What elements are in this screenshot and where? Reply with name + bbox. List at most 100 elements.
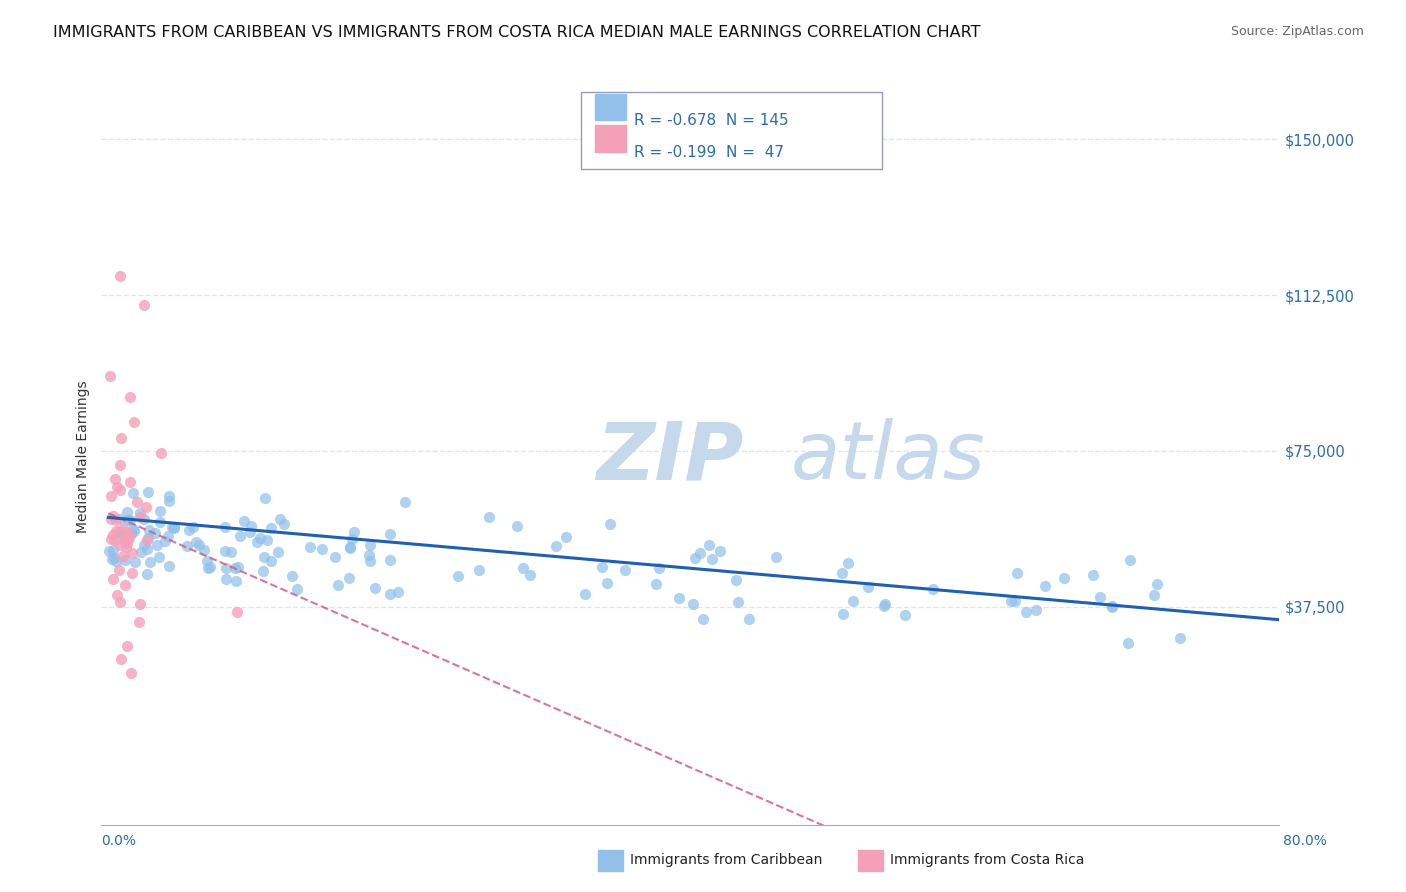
Point <box>342 532 364 546</box>
Point <box>136 531 159 545</box>
Point <box>108 538 131 552</box>
Point <box>225 605 247 619</box>
Point <box>519 568 541 582</box>
Point <box>298 540 321 554</box>
Point <box>108 269 131 284</box>
Point <box>132 298 155 312</box>
Point <box>186 535 208 549</box>
Point <box>128 506 150 520</box>
Text: atlas: atlas <box>790 418 986 496</box>
Point <box>683 551 706 566</box>
Point <box>108 524 131 538</box>
Point <box>162 520 184 534</box>
Point <box>273 516 295 531</box>
Point <box>467 563 489 577</box>
Point <box>136 567 159 582</box>
Point <box>596 575 619 590</box>
Point <box>118 531 141 545</box>
Point <box>156 529 179 543</box>
Text: Source: ZipAtlas.com: Source: ZipAtlas.com <box>1230 25 1364 38</box>
Point <box>1081 567 1104 582</box>
Point <box>135 500 157 514</box>
Point <box>254 491 277 505</box>
Text: ZIP: ZIP <box>596 418 744 496</box>
Point <box>135 541 157 556</box>
Point <box>1025 603 1047 617</box>
Point <box>326 578 349 592</box>
Point <box>143 525 166 540</box>
Point <box>121 546 143 560</box>
Point <box>160 520 183 534</box>
Point <box>100 489 122 503</box>
Point <box>219 545 242 559</box>
Point <box>343 524 366 539</box>
Point <box>858 580 880 594</box>
Point <box>224 561 246 575</box>
Point <box>260 554 283 568</box>
Point <box>138 524 160 538</box>
Point <box>599 517 621 532</box>
Point <box>215 572 238 586</box>
Point <box>387 585 409 599</box>
Point <box>1116 636 1139 650</box>
Point <box>285 582 308 596</box>
Point <box>157 559 180 574</box>
Point <box>117 506 139 520</box>
Point <box>359 538 381 552</box>
Point <box>148 549 170 564</box>
Point <box>554 530 576 544</box>
Point <box>267 545 290 559</box>
Point <box>323 549 346 564</box>
Point <box>150 446 173 460</box>
Point <box>256 533 278 548</box>
Point <box>1000 594 1022 608</box>
Point <box>101 572 124 586</box>
Point <box>339 541 361 556</box>
Point <box>108 595 131 609</box>
Point <box>157 489 180 503</box>
Point <box>115 524 138 539</box>
Point <box>591 560 613 574</box>
Point <box>104 472 127 486</box>
Point <box>131 544 153 558</box>
Point <box>105 524 128 538</box>
Point <box>1146 577 1168 591</box>
Point <box>921 582 943 596</box>
Point <box>163 520 186 534</box>
Point <box>648 561 671 575</box>
Point <box>155 533 177 548</box>
Point <box>108 483 131 497</box>
Point <box>138 555 160 569</box>
Point <box>114 578 136 592</box>
Point <box>737 612 759 626</box>
Point <box>893 608 915 623</box>
Point <box>124 415 146 429</box>
Point <box>115 530 138 544</box>
Point <box>105 588 128 602</box>
Point <box>1168 631 1191 645</box>
Point <box>1004 593 1026 607</box>
Point <box>124 556 146 570</box>
Y-axis label: Median Male Earnings: Median Male Earnings <box>76 381 90 533</box>
Point <box>727 594 749 608</box>
Point <box>1015 605 1038 619</box>
Point <box>132 512 155 526</box>
Point <box>108 458 131 473</box>
Point <box>104 533 127 547</box>
Point <box>125 494 148 508</box>
Point <box>177 524 200 538</box>
Point <box>120 526 142 541</box>
Point <box>249 531 271 545</box>
Point <box>118 513 141 527</box>
Point <box>281 568 304 582</box>
Point <box>697 538 720 552</box>
Point <box>709 544 731 558</box>
Point <box>100 512 122 526</box>
Point <box>110 652 132 666</box>
Text: IMMIGRANTS FROM CARIBBEAN VS IMMIGRANTS FROM COSTA RICA MEDIAN MALE EARNINGS COR: IMMIGRANTS FROM CARIBBEAN VS IMMIGRANTS … <box>53 25 981 40</box>
Point <box>380 526 402 541</box>
Point <box>1005 566 1028 581</box>
Point <box>105 479 128 493</box>
Point <box>98 544 121 558</box>
Point <box>831 607 853 621</box>
